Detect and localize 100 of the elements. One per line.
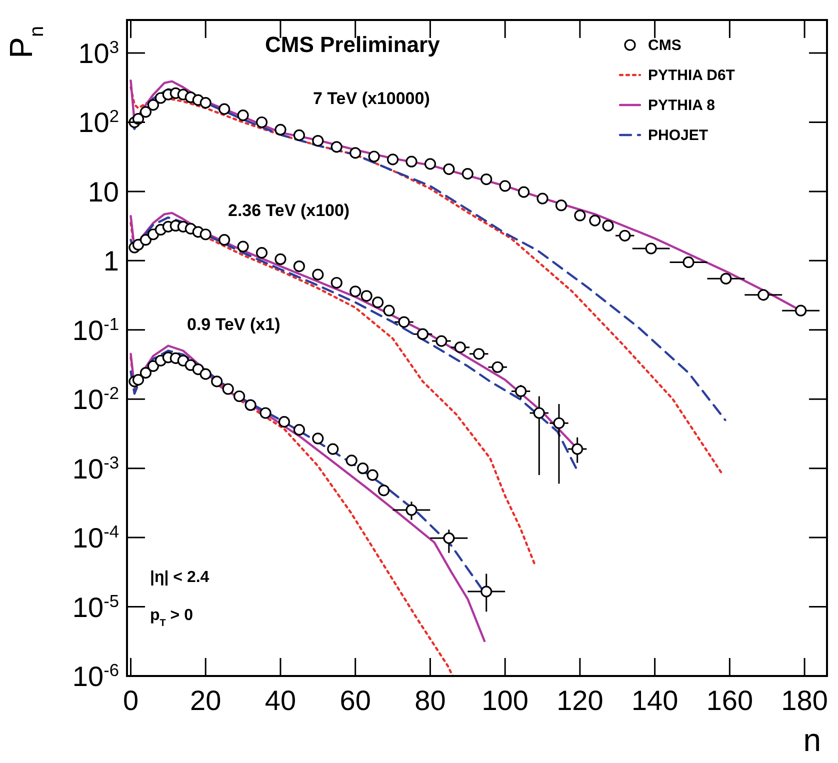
point	[518, 186, 530, 198]
point	[454, 342, 466, 354]
point	[312, 134, 324, 147]
point	[211, 376, 223, 388]
point	[536, 192, 548, 204]
point	[533, 407, 545, 419]
point	[132, 374, 144, 386]
point	[234, 390, 246, 402]
point	[398, 316, 410, 328]
point	[147, 360, 160, 372]
point	[574, 210, 586, 222]
y-tick-label: 10$^{2}$	[78, 106, 119, 138]
point	[293, 424, 305, 436]
annotation: p$_{T}$ > 0	[150, 607, 194, 628]
point	[274, 253, 286, 266]
point	[200, 368, 212, 380]
legend-label: PYTHIA D6T	[648, 67, 735, 84]
y-tick-label: 10	[88, 176, 119, 208]
point	[293, 129, 305, 141]
line-series	[130, 344, 486, 642]
point	[218, 234, 230, 246]
annotation: 7 TeV (x10000)	[313, 89, 430, 108]
point	[346, 454, 358, 466]
annotation: |η| < 2.4	[150, 569, 210, 586]
point	[492, 361, 504, 373]
legend-label: PYTHIA 8	[648, 97, 715, 114]
point	[368, 150, 380, 162]
point	[327, 443, 339, 455]
point	[274, 124, 286, 136]
y-tick-label: 10$^{-2}$	[72, 383, 119, 416]
y-tick-label: 10$^{-4}$	[72, 522, 120, 554]
point	[499, 180, 511, 192]
point	[260, 407, 272, 419]
point	[237, 110, 249, 122]
point	[357, 462, 369, 474]
point	[140, 367, 152, 379]
point	[794, 304, 807, 316]
point	[602, 220, 614, 232]
legend-label: CMS	[648, 37, 682, 54]
x-axis-title: n	[803, 722, 821, 758]
x-tick-label: 160	[706, 685, 754, 716]
x-tick-label: 120	[556, 685, 604, 716]
point	[480, 173, 492, 186]
point	[720, 272, 732, 284]
point	[244, 399, 256, 411]
point	[366, 469, 378, 481]
x-tick-label: 140	[631, 685, 678, 716]
point	[293, 260, 305, 272]
x-tick-label: 80	[414, 685, 446, 716]
point	[222, 383, 234, 395]
x-tick-label: 20	[190, 685, 222, 716]
point	[589, 214, 601, 226]
x-tick-label: 0	[122, 685, 139, 716]
point	[256, 116, 268, 128]
x-tick-label: 40	[264, 685, 296, 716]
point	[473, 348, 485, 360]
point	[443, 532, 455, 544]
point	[682, 256, 694, 268]
point	[406, 504, 418, 516]
x-tick-label: 60	[340, 685, 371, 716]
point	[383, 304, 395, 316]
point	[200, 96, 212, 109]
point	[406, 156, 418, 168]
point	[147, 99, 160, 111]
point	[256, 246, 268, 259]
y-tick-label: 10$^{-6}$	[72, 660, 119, 692]
x-tick-label: 180	[781, 685, 828, 716]
point	[312, 432, 324, 444]
point	[237, 240, 249, 252]
y-tick-label: 1	[103, 246, 119, 277]
point	[372, 296, 384, 308]
point	[218, 103, 230, 115]
point	[555, 200, 568, 212]
annotation: 2.36 TeV (x100)	[228, 201, 350, 220]
y-tick-label: 10$^{-3}$	[72, 452, 119, 484]
point	[416, 328, 429, 340]
point	[386, 154, 399, 166]
point	[619, 230, 631, 242]
point	[350, 147, 362, 159]
point	[278, 416, 290, 428]
point	[443, 163, 455, 175]
point	[350, 286, 362, 298]
y-tick-label: 10$^{-1}$	[72, 314, 119, 346]
line-series	[130, 222, 536, 566]
point	[758, 289, 770, 301]
legend-label: PHOJET	[648, 127, 708, 144]
point	[480, 586, 492, 598]
point	[378, 484, 390, 496]
point	[572, 443, 584, 455]
point	[200, 228, 212, 240]
point	[436, 335, 448, 347]
point	[462, 168, 474, 180]
point	[140, 106, 152, 118]
point	[360, 290, 372, 302]
annotation: 0.9 TeV (x1)	[187, 315, 280, 334]
y-tick-label: 10$^{3}$	[78, 37, 119, 70]
point	[553, 417, 565, 429]
x-tick-label: 100	[482, 685, 528, 716]
point	[312, 268, 324, 280]
point	[140, 234, 152, 246]
